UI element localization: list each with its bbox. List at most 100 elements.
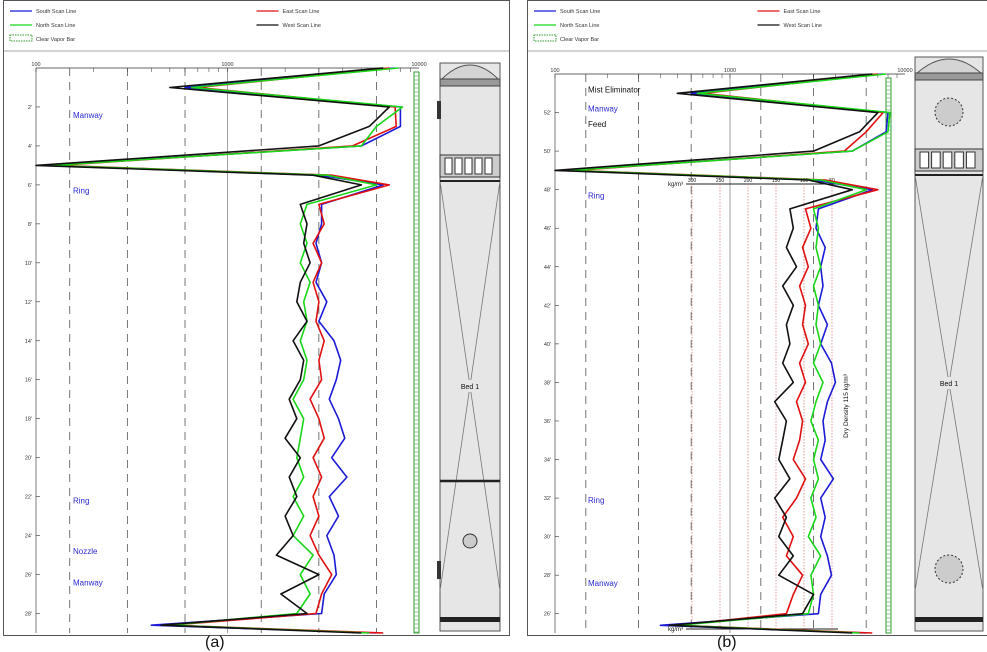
vessel-nozzle xyxy=(462,533,478,549)
legend-label-south: South Scan Line xyxy=(36,9,76,15)
vessel-bottom-band xyxy=(440,617,500,622)
bed-label: Bed 1 xyxy=(461,384,479,391)
y-tick-label: 52' xyxy=(544,111,551,117)
density-tick-label: 300 xyxy=(688,178,697,184)
y-tick-label: 26' xyxy=(544,612,551,618)
vessel-manway-tab xyxy=(437,101,441,119)
y-tick-label: 16' xyxy=(25,378,32,384)
annotation-label: Manway xyxy=(588,579,618,588)
clear-vapor-bar xyxy=(885,77,892,634)
y-tick-label: 40' xyxy=(544,342,551,348)
y-tick-label: 28' xyxy=(544,573,551,579)
y-tick-label: 50' xyxy=(544,149,551,155)
x-tick-label: 1000 xyxy=(724,68,736,74)
x-tick-label: 10000 xyxy=(411,62,426,68)
y-tick-label: 6' xyxy=(28,183,32,189)
y-tick-label: 32' xyxy=(544,496,551,502)
legend-label-east: East Scan Line xyxy=(784,9,821,15)
chart-panel-a: South Scan Line East Scan Line North Scan … xyxy=(3,0,510,636)
annotation-label: Ring xyxy=(588,191,604,200)
chart-a: South Scan Line East Scan Line North Scan … xyxy=(4,9,509,634)
vessel-manway xyxy=(934,97,964,127)
legend-label-south: South Scan Line xyxy=(560,9,600,15)
bed-label-bg xyxy=(458,380,482,392)
y-tick-label: 2' xyxy=(28,105,32,111)
distributor-slot xyxy=(942,151,953,169)
chart-panel-b: South Scan Line East Scan Line North Scan … xyxy=(527,0,987,636)
y-tick-label: 22' xyxy=(25,495,32,501)
vessel-diagram: Bed 1 xyxy=(914,56,984,632)
caption-a: (a) xyxy=(205,634,225,651)
x-tick-label: 100 xyxy=(550,68,559,74)
annotation-label: Manway xyxy=(588,105,618,114)
distributor-slot xyxy=(919,151,930,169)
vessel-manway-tab xyxy=(437,561,441,579)
density-tick-label: 150 xyxy=(772,178,781,184)
y-tick-label: 30' xyxy=(544,535,551,541)
bed-label-bg xyxy=(937,377,961,389)
annotation-label: Nozzle xyxy=(73,547,98,556)
distributor-slot xyxy=(931,151,941,169)
annotation-label: Mist Eliminator xyxy=(588,85,641,94)
legend-label-vapor: Clear Vapor Bar xyxy=(36,37,75,43)
y-tick-label: 14' xyxy=(25,339,32,345)
y-tick-label: 36' xyxy=(544,419,551,425)
density-unit-top: kg/m³ xyxy=(668,182,683,188)
y-tick-label: 20' xyxy=(25,456,32,462)
y-tick-label: 34' xyxy=(544,458,551,464)
density-tick-label: 250 xyxy=(716,178,725,184)
vessel-top-head xyxy=(439,64,501,82)
annotation-label: Manway xyxy=(73,578,103,587)
series-line-west xyxy=(554,73,879,634)
distributor-slot xyxy=(965,151,976,169)
distributor-slot xyxy=(474,157,483,175)
distributor-slot xyxy=(484,157,493,175)
x-tick-label: 1000 xyxy=(221,62,233,68)
legend-swatch-vapor xyxy=(533,34,557,42)
legend-label-vapor: Clear Vapor Bar xyxy=(560,37,599,43)
y-tick-label: 28' xyxy=(25,612,32,618)
vessel-body xyxy=(914,56,984,632)
y-tick-label: 48' xyxy=(544,188,551,194)
legend-label-east: East Scan Line xyxy=(283,9,320,15)
density-unit-bottom: kg/m³ xyxy=(668,627,683,633)
y-tick-label: 10' xyxy=(25,261,32,267)
distributor-slot xyxy=(454,157,463,175)
vessel-top-head xyxy=(914,58,984,76)
y-tick-label: 42' xyxy=(544,303,551,309)
y-tick-label: 46' xyxy=(544,226,551,232)
series-line-west xyxy=(35,67,391,634)
y-tick-label: 26' xyxy=(25,573,32,579)
chart-b: South Scan Line East Scan Line North Scan … xyxy=(528,9,987,634)
x-tick-label: 10000 xyxy=(897,68,912,74)
vessel-diagram: Bed 1 xyxy=(437,62,501,632)
legend-label-north: North Scan Line xyxy=(36,23,75,29)
caption-b: (b) xyxy=(717,634,737,651)
annotation-label: Ring xyxy=(73,187,89,196)
y-tick-label: 12' xyxy=(25,300,32,306)
legend-swatch-vapor xyxy=(9,34,33,42)
annotation-label: Ring xyxy=(588,496,604,505)
annotation-label: Manway xyxy=(73,111,103,120)
y-tick-label: 18' xyxy=(25,417,32,423)
distributor-slot xyxy=(954,151,964,169)
clear-vapor-bar xyxy=(413,71,420,634)
density-tick-label: 100 xyxy=(800,178,809,184)
vessel-mesh-band xyxy=(914,72,984,81)
vessel-bottom-band xyxy=(915,617,983,622)
legend-label-west: West Scan Line xyxy=(283,23,321,29)
x-tick-label: 100 xyxy=(31,62,40,68)
vessel-manway xyxy=(934,554,964,584)
distributor-slot xyxy=(444,157,453,175)
density-label: Dry Density 115 kg/m³ xyxy=(843,373,850,438)
y-tick-label: 44' xyxy=(544,265,551,271)
vessel-mesh-band xyxy=(439,78,501,87)
annotation-label: Feed xyxy=(588,120,606,129)
legend-label-north: North Scan Line xyxy=(560,23,599,29)
y-tick-label: 8' xyxy=(28,222,32,228)
annotation-label: Ring xyxy=(73,497,89,506)
density-tick-label: 200 xyxy=(744,178,753,184)
y-tick-label: 4' xyxy=(28,144,32,150)
distributor-slot xyxy=(464,157,473,175)
legend-label-west: West Scan Line xyxy=(784,23,822,29)
